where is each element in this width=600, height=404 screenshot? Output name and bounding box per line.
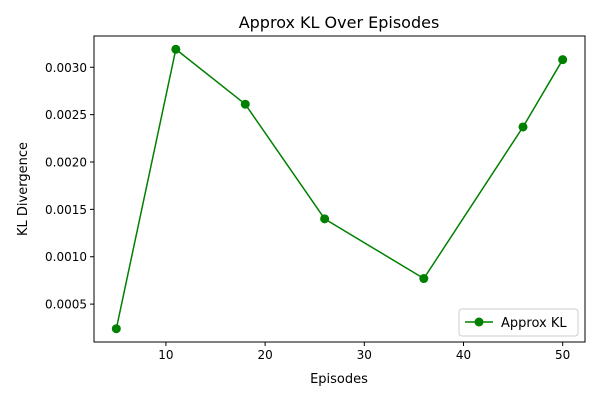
x-tick-label: 10 [158,348,173,362]
series-layer [111,44,568,334]
x-tick-label: 30 [357,348,372,362]
plot-frame [93,35,586,343]
legend-box [458,308,579,337]
legend-marker [474,317,484,327]
x-axis-label: Episodes [310,372,368,387]
y-tick-label: 0.0020 [45,156,87,170]
x-tick-label: 40 [456,348,471,362]
data-point [320,214,330,224]
x-tick-label: 20 [257,348,272,362]
data-point [171,44,181,54]
plot-area: 0.0005 0.0010 0.0015 0.0020 0.0025 0.0030 10 2… [45,35,586,362]
y-tick-label: 0.0010 [45,250,87,264]
y-tick-label: 0.0015 [45,203,87,217]
data-point [111,324,121,334]
legend-label-approx-kl: Approx KL [501,316,567,331]
data-point [518,122,528,132]
y-tick-label: 0.0025 [45,108,87,122]
y-axis-label: KL Divergence [16,142,31,236]
data-point [240,99,250,109]
legend: Approx KL [458,308,579,337]
chart-title: Approx KL Over Episodes [239,13,440,32]
y-tick-label: 0.0005 [45,298,87,312]
y-tick-label: 0.0030 [45,61,87,75]
data-point [419,274,429,284]
y-axis: 0.0005 0.0010 0.0015 0.0020 0.0025 0.0030 [45,61,94,312]
x-axis: 10 20 30 40 50 [158,342,570,362]
data-point [558,55,568,65]
x-tick-label: 50 [555,348,570,362]
